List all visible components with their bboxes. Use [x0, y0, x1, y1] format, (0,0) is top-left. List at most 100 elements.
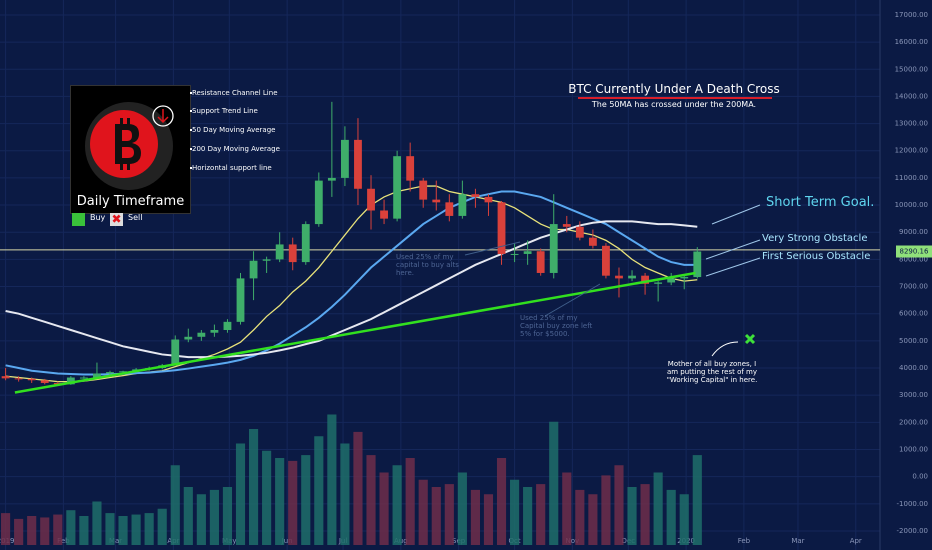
volume-bar — [536, 484, 546, 545]
legend-item: Resistance Channel Line — [190, 86, 278, 100]
volume-bar — [209, 489, 219, 545]
volume-bar — [379, 472, 389, 545]
candle-body — [354, 139, 362, 189]
volume-bar — [444, 484, 454, 545]
candle-body — [419, 180, 428, 200]
volume-bar — [666, 489, 676, 545]
y-tick-label: 3000.00 — [899, 391, 928, 399]
legend-item: Support Trend Line — [190, 104, 258, 118]
candle-body — [367, 188, 375, 211]
sell-icon: ✖ — [110, 212, 123, 226]
y-tick-label: 8000.00 — [899, 255, 928, 263]
legend-item: 50 Day Moving Average — [190, 123, 275, 137]
x-tick-label: Apr — [850, 537, 862, 545]
candle-body — [484, 196, 493, 203]
last-price-label: 8290.16 — [900, 248, 929, 256]
volume-bar — [131, 514, 141, 545]
legend-label: 200 Day Moving Average — [192, 145, 280, 153]
volume-bar — [392, 465, 402, 545]
legend-label: Horizontal support line — [192, 164, 272, 172]
buy-zone-marker — [744, 333, 756, 345]
candle-body — [93, 373, 101, 378]
candle-body — [327, 177, 336, 181]
annotation: First Serious Obstacle — [762, 251, 871, 262]
legend-swatch — [190, 92, 192, 94]
annotation: Very Strong Obstacle — [762, 233, 868, 244]
volume-bar — [405, 458, 415, 545]
logo-symbol — [120, 162, 123, 170]
candle-body — [549, 224, 558, 273]
y-tick-label: -2000.00 — [897, 527, 928, 535]
volume-bar — [327, 414, 337, 545]
x-tick-label: Feb — [57, 537, 70, 545]
candle-body — [510, 253, 519, 255]
logo-box: Daily Timeframe — [70, 85, 191, 214]
arrow — [711, 204, 761, 225]
arrow — [464, 241, 521, 256]
volume-bar — [170, 465, 180, 545]
y-tick-label: 0.00 — [912, 473, 928, 481]
volume-bar — [301, 455, 311, 545]
candle-body — [471, 194, 480, 197]
down-icon — [152, 105, 174, 127]
legend-swatch — [190, 148, 192, 150]
volume-bar — [53, 514, 63, 545]
candle-body — [66, 377, 75, 385]
candle-body — [106, 372, 114, 374]
volume-bar — [79, 516, 89, 545]
y-tick-label: 15000.00 — [895, 65, 928, 73]
volume-bar — [92, 501, 102, 545]
volume-bar — [418, 479, 428, 545]
chart-subtitle: The 50MA has crossed under the 200MA. — [591, 100, 757, 109]
candle-body — [497, 202, 506, 254]
volume-bar — [1, 513, 11, 545]
legend-label: Resistance Channel Line — [192, 89, 278, 97]
y-tick-label: 9000.00 — [899, 228, 928, 236]
volume-bar — [66, 510, 76, 545]
candle-body — [236, 278, 245, 322]
volume-bar — [601, 475, 611, 545]
volume-bar — [248, 429, 259, 545]
title-underline — [578, 97, 772, 99]
volume-bar — [183, 487, 193, 545]
y-tick-label: 14000.00 — [895, 92, 928, 100]
volume-bar — [575, 489, 585, 545]
logo-symbol — [120, 118, 123, 126]
legend-swatch — [190, 110, 192, 112]
volume-bar — [340, 443, 350, 545]
volume-bar — [222, 487, 233, 545]
logo-symbol — [127, 162, 130, 170]
candle-body — [171, 339, 180, 366]
y-tick-label: 1000.00 — [899, 446, 928, 454]
logo-caption: Daily Timeframe — [76, 194, 185, 209]
candle-body — [588, 237, 597, 246]
logo-symbol — [127, 118, 130, 126]
candle-body — [641, 275, 649, 284]
candle-body — [262, 259, 271, 261]
candle-body — [301, 224, 310, 263]
candle-body — [197, 332, 206, 337]
candle-body — [380, 210, 388, 219]
candle-body — [667, 278, 676, 283]
volume-bar — [692, 455, 702, 545]
legend-swatch — [190, 129, 192, 131]
volume-bar — [314, 436, 324, 545]
candle-body — [14, 378, 23, 380]
volume-bar — [496, 458, 507, 545]
candle-body — [223, 321, 232, 330]
candle-body — [79, 377, 88, 379]
candle-body — [27, 378, 36, 381]
annotation: Short Term Goal. — [766, 195, 875, 210]
volume-bar — [510, 479, 520, 545]
volume-bar — [549, 421, 559, 545]
candle-body — [602, 245, 610, 276]
volume-bar — [144, 513, 154, 545]
legend-label: 50 Day Moving Average — [192, 126, 276, 134]
y-tick-label: 10000.00 — [895, 201, 928, 209]
candle-body — [53, 382, 62, 385]
y-tick-label: 12000.00 — [895, 147, 928, 155]
volume-bar — [262, 450, 272, 545]
x-tick-label: Nov — [566, 537, 580, 545]
candle-body — [628, 275, 636, 279]
